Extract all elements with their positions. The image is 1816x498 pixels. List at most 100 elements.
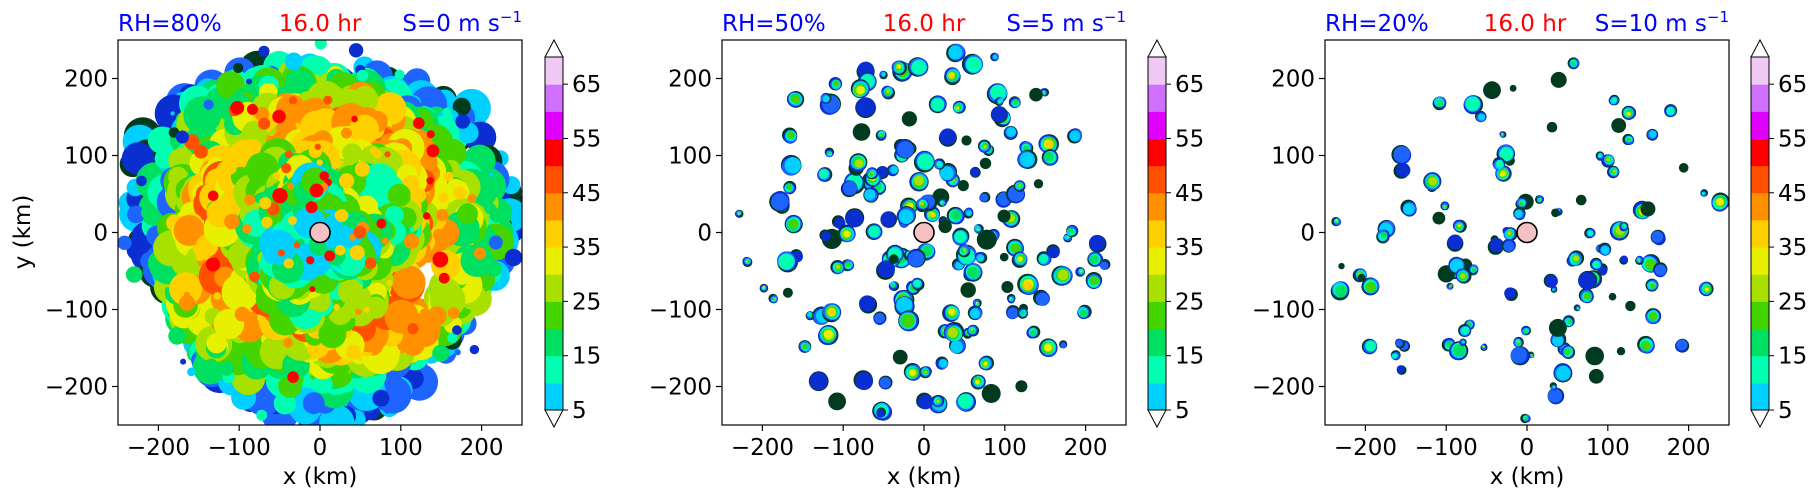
contour-cell <box>1666 106 1675 115</box>
contour-cell <box>1030 329 1037 336</box>
colorbar-tick-label: 55 <box>1175 126 1204 152</box>
contour-cell <box>1458 224 1461 227</box>
contour-cell <box>778 253 794 270</box>
contour-cell <box>1015 380 1028 393</box>
panel-3-title-right-main: S=10 m s <box>1595 11 1707 37</box>
contour-cell <box>1467 322 1471 325</box>
contour-cell <box>1393 146 1411 163</box>
contour-cell <box>967 266 979 279</box>
contour-core <box>273 172 281 180</box>
contour-cell <box>939 359 948 368</box>
contour-core <box>386 279 393 286</box>
contour-cell <box>1444 205 1446 208</box>
contour-cell <box>957 180 969 192</box>
contour-cell <box>1057 269 1069 281</box>
contour-cell <box>1552 335 1564 347</box>
y-tick-label: −100 <box>649 298 712 324</box>
colorbar-segment <box>1148 274 1166 302</box>
contour-cell <box>1573 255 1579 262</box>
contour-cell <box>835 264 841 270</box>
contour-cell <box>981 384 1001 403</box>
colorbar-frame <box>544 56 564 411</box>
colorbar-segment <box>545 57 563 85</box>
contour-cell <box>1365 341 1376 352</box>
contour-cell <box>971 328 973 331</box>
contour-cell <box>999 252 1009 262</box>
x-tick-label: 200 <box>1667 435 1711 461</box>
colorbar-tick-label: 15 <box>1778 344 1807 370</box>
colorbar-segment <box>1148 138 1166 167</box>
contour-cell <box>1553 386 1556 388</box>
contour-cell <box>1496 159 1504 168</box>
contour-cell <box>455 114 471 129</box>
contour-cell <box>961 135 972 146</box>
contour-core <box>423 212 431 220</box>
contour-cell <box>917 394 933 410</box>
contour-cell <box>432 344 450 362</box>
panel-2-title-left: RH=50% <box>722 11 826 37</box>
y-tick-label: 0 <box>93 221 108 247</box>
y-tick-label: 0 <box>1300 221 1315 247</box>
contour-cell <box>992 54 998 60</box>
contour-cell <box>1499 147 1513 161</box>
contour-cell <box>1545 274 1558 288</box>
colorbar-segment <box>545 274 563 302</box>
contour-core <box>334 245 346 256</box>
contour-core <box>234 306 250 322</box>
contour-cell <box>1445 205 1448 207</box>
contour-cell <box>746 260 748 262</box>
y-tick-label: 100 <box>668 144 712 170</box>
panel-2-xlabel: x (km) <box>887 464 962 490</box>
contour-cell <box>1575 194 1587 206</box>
contour-cell <box>1588 368 1604 384</box>
contour-cell <box>1035 292 1049 306</box>
contour-cell <box>791 95 801 104</box>
contour-cell <box>1583 292 1590 300</box>
contour-cell <box>957 106 959 108</box>
colorbar-segment <box>1751 328 1769 357</box>
contour-cell <box>1507 231 1512 236</box>
contour-cell <box>1608 292 1617 301</box>
colorbar-segment <box>1148 111 1166 139</box>
contour-cell <box>908 250 925 267</box>
x-tick-label: −100 <box>208 435 271 461</box>
contour-core <box>283 258 294 269</box>
contour-cell <box>1436 99 1444 107</box>
contour-cell <box>833 81 839 87</box>
contour-cell <box>474 145 485 155</box>
contour-core <box>314 143 321 150</box>
y-tick-label: 0 <box>697 221 712 247</box>
contour-blob <box>387 183 411 207</box>
contour-core <box>179 294 196 311</box>
contour-cell <box>880 211 896 227</box>
contour-cell <box>1462 326 1470 335</box>
contour-core <box>323 95 333 105</box>
contour-cell <box>924 370 928 374</box>
colorbar-segment <box>545 328 563 357</box>
contour-cell <box>1007 307 1019 319</box>
contour-cell <box>859 295 876 312</box>
contour-cell <box>1447 234 1463 250</box>
contour-cell <box>1622 225 1624 227</box>
contour-cell <box>1010 298 1012 300</box>
contour-cell <box>855 372 874 391</box>
panel-1-title-right-main: S=0 m s <box>402 11 500 37</box>
contour-cell <box>1483 81 1501 100</box>
y-tick-label: 200 <box>1271 67 1315 93</box>
contour-cell <box>1501 132 1504 135</box>
contour-cell <box>1556 365 1571 381</box>
panel-3-title-right: S=10 m s−1 <box>1595 8 1729 37</box>
contour-core <box>249 271 260 283</box>
panel-3-plot-area <box>1330 57 1729 424</box>
contour-cell <box>809 372 828 391</box>
contour-blob <box>173 215 205 246</box>
contour-cell <box>1449 285 1452 287</box>
contour-cell <box>947 327 958 338</box>
x-tick-label: 0 <box>1520 435 1535 461</box>
contour-cell <box>1678 163 1689 173</box>
colorbar-segment <box>545 355 563 384</box>
contour-cell <box>1548 318 1567 337</box>
contour-cell <box>922 245 933 257</box>
panel-3-title-center: 16.0 hr <box>1484 11 1567 37</box>
contour-core <box>287 182 294 190</box>
